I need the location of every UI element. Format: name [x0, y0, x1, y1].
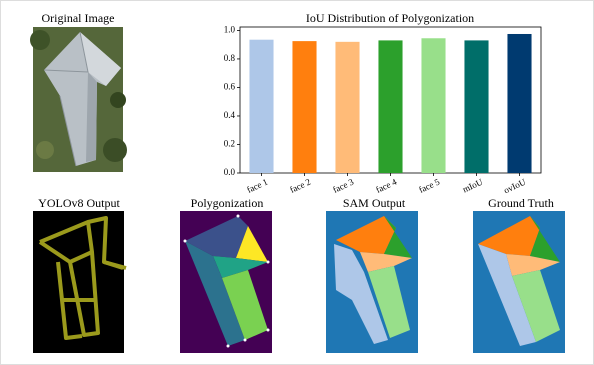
y-tick-label: 0.6: [224, 82, 236, 92]
panel-title: YOLOv8 Output: [38, 196, 120, 210]
bar: [421, 38, 445, 173]
bar: [378, 40, 402, 173]
ground-truth-image: [473, 211, 565, 353]
bar: [292, 41, 316, 173]
sam-image: [326, 211, 418, 353]
bar: [249, 40, 273, 173]
bar: [335, 42, 359, 173]
y-tick-label: 0.0: [224, 167, 236, 177]
panel-title: Ground Truth: [488, 196, 554, 210]
original-image: [30, 27, 127, 172]
bar: [507, 34, 531, 173]
y-tick-label: 0.2: [224, 139, 235, 149]
yolo-image: [33, 211, 126, 353]
y-tick-label: 0.4: [224, 110, 236, 120]
panel-title: Original Image: [42, 11, 115, 25]
figure: Original Image YOLOv8 Output Polygonizat…: [0, 0, 594, 365]
panel-title: Polygonization: [191, 196, 264, 210]
y-tick-label: 1.0: [224, 24, 236, 34]
polygonization-image: [180, 211, 272, 353]
panel-title: SAM Output: [343, 196, 406, 210]
bar: [464, 40, 488, 173]
chart-title: IoU Distribution of Polygonization: [306, 11, 474, 25]
y-tick-label: 0.8: [224, 53, 236, 63]
